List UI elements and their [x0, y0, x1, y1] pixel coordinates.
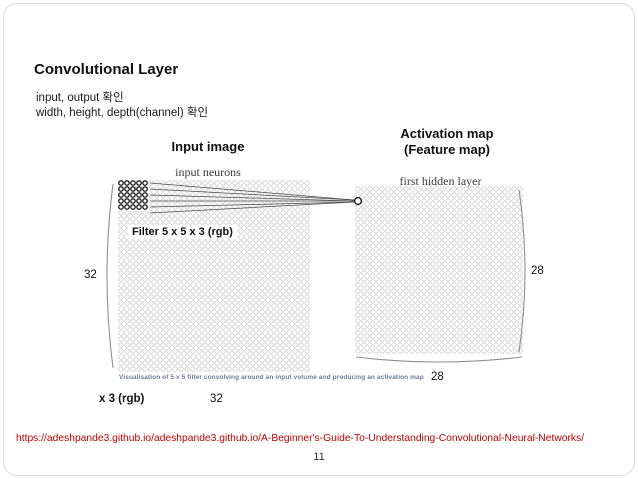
input-height-label: 32 — [84, 269, 97, 281]
activation-map-heading: Activation map (Feature map) — [383, 126, 511, 158]
activation-map-heading-line1: Activation map — [400, 126, 494, 141]
activation-map-heading-line2: (Feature map) — [404, 142, 490, 157]
subtitle-line-2: width, height, depth(channel) 확인 — [36, 107, 209, 119]
input-image-heading: Input image — [171, 139, 245, 154]
figure-caption: Visualisation of 5 x 5 filter convolving… — [119, 374, 424, 381]
page-number: 11 — [313, 451, 325, 463]
source-url-link[interactable]: https://adeshpande3.github.io/adeshpande… — [16, 433, 585, 444]
output-width-label: 28 — [431, 371, 444, 383]
output-width-brace — [355, 356, 523, 363]
output-height-label: 28 — [531, 265, 544, 277]
filter-label: Filter 5 x 5 x 3 (rgb) — [128, 225, 237, 239]
subtitle-line-1: input, output 확인 — [36, 92, 124, 104]
input-depth-label: x 3 (rgb) — [99, 393, 145, 405]
input-width-label: 32 — [210, 393, 223, 405]
hidden-layer-grid — [355, 186, 523, 354]
input-height-brace — [106, 183, 114, 369]
input-neuron-grid — [118, 180, 310, 372]
slide-title: Convolutional Layer — [34, 61, 179, 78]
first-hidden-layer-label: first hidden layer — [399, 174, 482, 188]
input-neurons-label: input neurons — [175, 165, 241, 179]
